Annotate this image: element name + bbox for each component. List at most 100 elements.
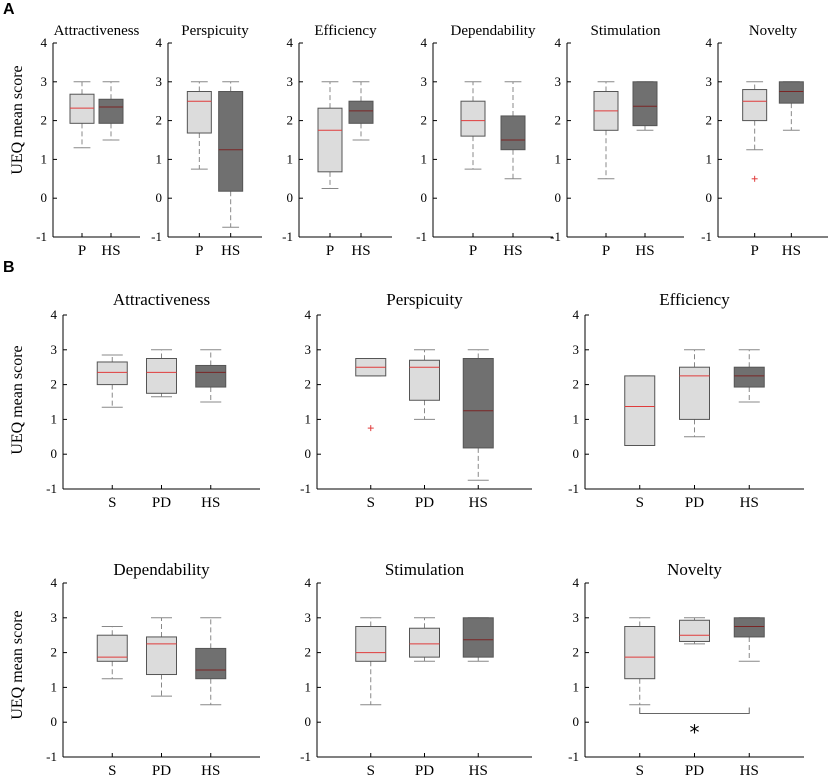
y-tick-label: 2 (305, 377, 312, 392)
subplot-b-attractiveness: Attractiveness -1 0 1 2 3 4 S PD HS (46, 290, 260, 511)
y-tick-label: -1 (550, 229, 561, 244)
y-tick-label: 0 (305, 446, 312, 461)
category-label: P (469, 243, 477, 259)
y-tick-label: 4 (287, 35, 294, 50)
box-body (69, 93, 95, 124)
y-tick-label: 2 (421, 113, 428, 128)
y-axis-label-b-bottom: UEQ mean score (9, 610, 26, 719)
subplot-title: Attractiveness (113, 290, 210, 309)
plots: Attractiveness -1 0 1 2 3 4 P HS Perspicuity -1 0 1 2… (36, 23, 828, 779)
y-tick-label: -1 (568, 481, 579, 496)
y-tick-label: 4 (573, 575, 580, 590)
y-tick-label: 3 (706, 74, 713, 89)
y-tick-label: 1 (555, 151, 562, 166)
subplot-a-stimulation: Stimulation -1 0 1 2 3 4 P HS (550, 23, 684, 259)
box-body (409, 359, 440, 401)
box-hs: HS (218, 81, 244, 259)
y-tick-label: 2 (156, 113, 163, 128)
box-body (146, 636, 177, 676)
outlier-marker (367, 425, 374, 432)
category-label: HS (782, 243, 801, 259)
box-body (679, 619, 710, 642)
category-label: HS (351, 243, 370, 259)
box-body (317, 107, 343, 173)
y-tick-label: 4 (555, 35, 562, 50)
box-p: P (317, 81, 343, 259)
y-tick-label: 4 (51, 307, 58, 322)
category-label: HS (201, 763, 220, 779)
subplot-title: Dependability (113, 560, 210, 579)
y-tick-label: 0 (156, 190, 163, 205)
subplot-title: Stimulation (590, 23, 661, 39)
y-tick-label: 3 (41, 74, 48, 89)
box-s: S (355, 358, 387, 511)
y-tick-label: 4 (51, 575, 58, 590)
y-tick-label: 1 (305, 411, 312, 426)
category-label: HS (740, 763, 759, 779)
bracket-line (639, 707, 750, 714)
y-tick-label: 3 (573, 610, 580, 625)
subplot-b-dependability: Dependability -1 0 1 2 3 4 S PD HS (46, 560, 260, 779)
subplot-b-perspicuity: Perspicuity -1 0 1 2 3 4 S PD HS (300, 290, 532, 511)
y-tick-label: 2 (287, 113, 294, 128)
subplot-a-attractiveness: Attractiveness -1 0 1 2 3 4 P HS (36, 23, 140, 259)
y-tick-label: -1 (46, 481, 57, 496)
y-tick-label: -1 (701, 229, 712, 244)
box-s: S (96, 626, 128, 779)
significance-star: * (690, 721, 700, 745)
box-s: S (96, 354, 128, 511)
box-p: P (593, 81, 619, 259)
category-label: PD (152, 495, 171, 511)
y-tick-label: 2 (573, 645, 580, 660)
box-body (624, 375, 656, 446)
box-p: P (69, 81, 95, 259)
y-tick-label: 0 (305, 714, 312, 729)
y-tick-label: 2 (305, 645, 312, 660)
box-body (632, 81, 658, 127)
box-hs: HS (733, 617, 765, 779)
subplot-title: Efficiency (314, 23, 377, 39)
box-body (778, 81, 804, 104)
box-hs: HS (98, 81, 124, 259)
y-tick-label: 1 (706, 151, 713, 166)
y-tick-label: 3 (51, 610, 58, 625)
y-tick-label: 0 (51, 446, 58, 461)
subplot-title: Perspicuity (386, 290, 463, 309)
y-tick-label: 4 (41, 35, 48, 50)
box-body (195, 364, 227, 388)
category-label: HS (469, 495, 488, 511)
category-label: S (108, 763, 116, 779)
category-label: HS (469, 763, 488, 779)
category-label: HS (221, 243, 240, 259)
category-label: P (195, 243, 203, 259)
y-tick-label: 1 (287, 151, 294, 166)
box-pd: PD (679, 349, 710, 511)
box-hs: HS (348, 81, 374, 259)
category-label: S (367, 763, 375, 779)
y-tick-label: -1 (36, 229, 47, 244)
y-tick-label: 3 (156, 74, 163, 89)
box-hs: HS (500, 81, 526, 259)
box-pd: PD (679, 617, 710, 779)
y-tick-label: 3 (305, 342, 312, 357)
box-s: S (624, 375, 656, 511)
y-tick-label: 4 (421, 35, 428, 50)
subplot-title: Novelty (667, 560, 722, 579)
y-tick-label: -1 (416, 229, 427, 244)
subplot-title: Novelty (749, 23, 798, 39)
box-hs: HS (778, 81, 804, 259)
y-tick-label: -1 (46, 749, 57, 764)
box-body (409, 627, 440, 658)
panel-b-label: B (3, 259, 15, 276)
subplot-a-novelty: Novelty -1 0 1 2 3 4 P HS (701, 23, 828, 259)
panel-a-label: A (3, 1, 15, 18)
category-label: P (326, 243, 334, 259)
box-p: P (186, 81, 212, 259)
y-tick-label: -1 (568, 749, 579, 764)
category-label: S (367, 495, 375, 511)
y-tick-label: 4 (573, 307, 580, 322)
box-body (624, 626, 656, 680)
y-tick-label: 1 (573, 411, 580, 426)
box-body (462, 617, 494, 658)
box-pd: PD (146, 349, 177, 511)
